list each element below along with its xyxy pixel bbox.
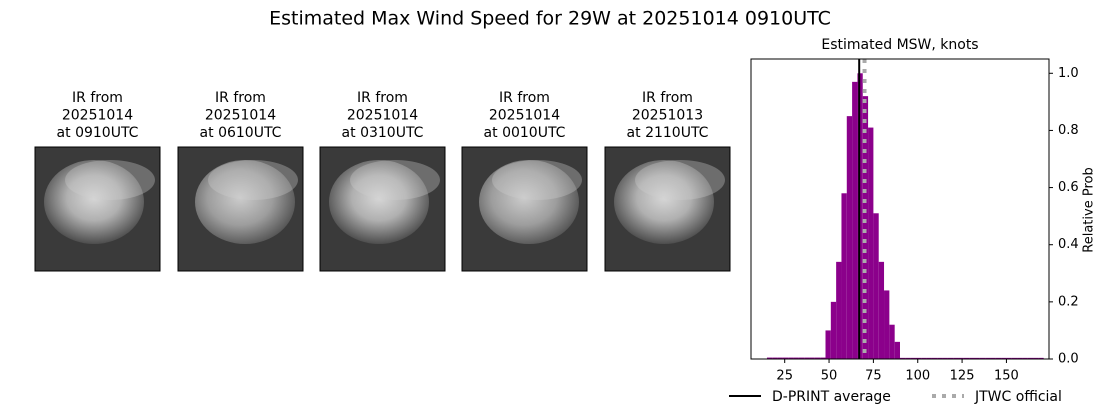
bar <box>1011 357 1018 359</box>
panel-label: 20251014 <box>347 108 418 124</box>
y-tick-label: 0.2 <box>1058 294 1079 309</box>
panel-label: IR from <box>215 90 266 106</box>
y-tick-label: 0.6 <box>1058 180 1079 195</box>
y-tick-label: 1.0 <box>1058 66 1079 81</box>
bar <box>974 357 980 359</box>
bar <box>915 357 922 359</box>
bar <box>825 330 831 359</box>
panel-label: 20251013 <box>632 108 703 124</box>
bar <box>809 357 815 359</box>
bar <box>985 357 991 359</box>
bar <box>979 357 986 359</box>
bar <box>852 81 858 359</box>
bar <box>772 357 778 359</box>
panel-label: at 0610UTC <box>200 125 282 141</box>
cloud <box>614 160 714 244</box>
bar <box>868 127 874 359</box>
bar <box>894 341 900 359</box>
bar <box>937 357 943 359</box>
y-tick-label: 0.8 <box>1058 123 1079 138</box>
bar <box>782 357 789 359</box>
bar <box>766 357 773 359</box>
bar <box>953 357 959 359</box>
bar <box>905 357 911 359</box>
cloud-band <box>350 160 440 200</box>
bar <box>841 193 847 359</box>
panel-label: at 0010UTC <box>484 125 566 141</box>
panel-label: IR from <box>499 90 550 106</box>
cloud <box>195 160 295 244</box>
bar <box>830 301 837 359</box>
bar <box>942 357 948 359</box>
panel-label: 20251014 <box>62 108 133 124</box>
panel-label: at 2110UTC <box>627 125 709 141</box>
cloud-band <box>635 160 725 200</box>
bar <box>1038 357 1044 359</box>
cloud <box>44 160 144 244</box>
bar <box>947 357 954 359</box>
bar <box>900 357 906 359</box>
bar <box>958 357 964 359</box>
x-tick-label: 100 <box>905 369 930 384</box>
bar <box>788 357 794 359</box>
panel-label: IR from <box>642 90 693 106</box>
bar <box>963 357 970 359</box>
cloud <box>479 160 579 244</box>
y-tick-label: 0.0 <box>1058 352 1079 367</box>
y-axis-label: Relative Prob <box>1082 167 1097 252</box>
bar <box>1027 357 1034 359</box>
x-tick-label: 50 <box>821 369 838 384</box>
cloud-band <box>208 160 298 200</box>
bar <box>798 357 805 359</box>
bar <box>777 357 783 359</box>
bar <box>990 357 996 359</box>
plot-frame <box>750 58 1050 360</box>
figure-title: Estimated Max Wind Speed for 29W at 2025… <box>269 8 831 30</box>
x-tick-label: 25 <box>776 369 793 384</box>
x-tick-label: 150 <box>994 369 1019 384</box>
x-tick-label: 125 <box>950 369 975 384</box>
bar <box>969 357 975 359</box>
bar <box>862 96 869 360</box>
bar <box>804 357 810 359</box>
legend-label: D-PRINT average <box>772 389 891 405</box>
bar <box>793 357 799 359</box>
cloud-band <box>65 160 155 200</box>
chart-title: Estimated MSW, knots <box>821 37 978 53</box>
bar <box>1017 357 1023 359</box>
panel-label: IR from <box>72 90 123 106</box>
bar <box>910 357 916 359</box>
bar <box>1033 357 1039 359</box>
panel-label: at 0310UTC <box>342 125 424 141</box>
bar <box>814 357 821 359</box>
panel-label: 20251014 <box>205 108 276 124</box>
bar <box>921 357 927 359</box>
bar <box>884 290 890 359</box>
bar <box>873 213 879 359</box>
bar <box>820 357 826 359</box>
bar <box>926 357 932 359</box>
panel-label: IR from <box>357 90 408 106</box>
panel-label: at 0910UTC <box>57 125 139 141</box>
bar <box>836 261 842 359</box>
y-tick-label: 0.4 <box>1058 237 1079 252</box>
cloud-band <box>492 160 582 200</box>
bar <box>889 324 895 359</box>
cloud <box>329 160 429 244</box>
x-tick-label: 75 <box>865 369 882 384</box>
panel-label: 20251014 <box>489 108 560 124</box>
bar <box>1022 357 1028 359</box>
bar <box>878 261 885 359</box>
legend-label: JTWC official <box>974 389 1062 405</box>
bar <box>931 357 938 359</box>
bar <box>1001 357 1007 359</box>
bar <box>1006 357 1012 359</box>
bar <box>995 357 1002 359</box>
bar <box>846 116 853 360</box>
